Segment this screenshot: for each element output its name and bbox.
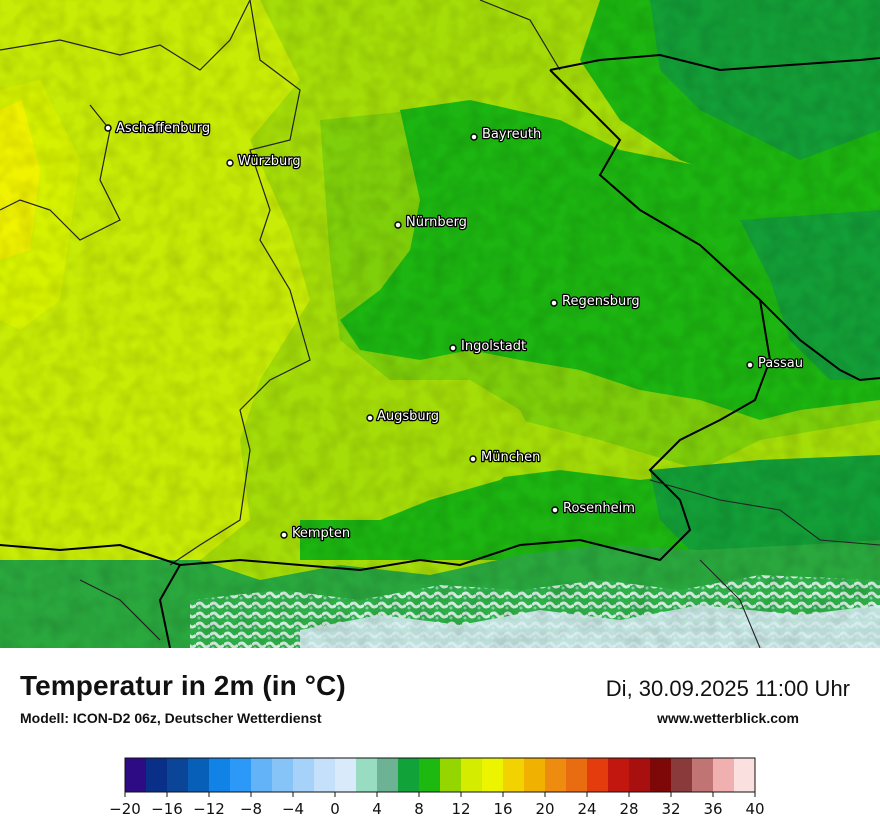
legend-swatch — [671, 758, 693, 792]
legend-ticks: −20 −16 −12 −8 −4 0 4 8 12 16 20 24 28 32 36 40 — [110, 792, 765, 818]
legend-tick-label: 28 — [619, 800, 638, 818]
legend-swatch — [377, 758, 399, 792]
city-passau[interactable]: Passau — [746, 355, 804, 372]
city-label: München — [481, 450, 540, 465]
city-dot — [550, 299, 558, 307]
city-dot — [226, 159, 234, 167]
legend-swatch — [419, 758, 441, 792]
city-regensburg[interactable]: Regensburg — [550, 293, 641, 310]
forecast-datetime: Di, 30.09.2025 11:00 Uhr — [605, 676, 850, 701]
city-label: Nürnberg — [406, 215, 467, 230]
city-augsburg[interactable]: Augsburg — [366, 408, 440, 425]
city-dot — [104, 124, 112, 132]
city-wuerzburg[interactable]: Würzburg — [226, 153, 302, 170]
legend-tick-label: 20 — [535, 800, 554, 818]
city-label: Bayreuth — [482, 127, 541, 142]
city-dot — [280, 531, 288, 539]
legend-tick-label: 32 — [661, 800, 680, 818]
legend-tick-label: −8 — [240, 800, 262, 818]
legend-tick-label: 24 — [577, 800, 596, 818]
legend-swatch — [209, 758, 231, 792]
legend-swatch — [125, 758, 147, 792]
city-muenchen[interactable]: München — [469, 449, 542, 466]
legend-swatch — [650, 758, 672, 792]
legend-swatch — [629, 758, 651, 792]
legend-tick-label: −16 — [151, 800, 183, 818]
legend-swatch — [440, 758, 462, 792]
color-scale-legend: −20 −16 −12 −8 −4 0 4 8 12 16 20 24 28 32 36 40 — [110, 757, 765, 818]
legend-tick-label: 16 — [493, 800, 512, 818]
legend-swatch — [146, 758, 168, 792]
legend-tick-label: 12 — [451, 800, 470, 818]
city-aschaffenburg[interactable]: Aschaffenburg — [104, 120, 211, 137]
city-label: Kempten — [292, 526, 350, 541]
city-nuernberg[interactable]: Nürnberg — [394, 214, 468, 231]
legend-swatch — [461, 758, 483, 792]
legend-frame — [124, 757, 756, 793]
legend-swatch — [503, 758, 525, 792]
legend-tick-label: −20 — [110, 800, 141, 818]
city-dot — [394, 221, 402, 229]
legend-swatch — [314, 758, 336, 792]
legend-tick-label: 36 — [703, 800, 722, 818]
city-dot — [469, 455, 477, 463]
legend-swatch — [335, 758, 357, 792]
city-kempten[interactable]: Kempten — [280, 525, 351, 542]
model-info: Modell: ICON-D2 06z, Deutscher Wetterdie… — [20, 710, 322, 726]
city-dot — [551, 506, 559, 514]
legend-swatch — [398, 758, 420, 792]
legend-swatch — [734, 758, 756, 792]
legend-swatch — [293, 758, 315, 792]
city-bayreuth[interactable]: Bayreuth — [470, 126, 543, 143]
legend-swatch — [524, 758, 546, 792]
legend-tick-label: −12 — [193, 800, 225, 818]
city-label: Passau — [758, 356, 803, 371]
country-borders-thin — [649, 479, 880, 648]
legend-swatch — [272, 758, 294, 792]
legend-swatch — [188, 758, 210, 792]
website-link[interactable]: www.wetterblick.com — [657, 710, 799, 726]
city-dot — [366, 414, 374, 422]
legend-swatch — [230, 758, 252, 792]
city-label: Augsburg — [377, 409, 439, 424]
legend-tick-label: 0 — [330, 800, 340, 818]
legend-swatch — [608, 758, 630, 792]
legend-swatch — [692, 758, 714, 792]
legend-swatch — [713, 758, 735, 792]
state-borders — [0, 0, 561, 641]
texture-overlay — [0, 0, 880, 648]
legend-swatch — [587, 758, 609, 792]
map-footer: Temperatur in 2m (in °C) Modell: ICON-D2… — [0, 648, 880, 830]
legend-tick-label: 40 — [745, 800, 764, 818]
legend-tick-label: −4 — [282, 800, 304, 818]
legend-tick-label: 4 — [372, 800, 382, 818]
country-borders — [0, 53, 880, 648]
city-markers: Aschaffenburg Bayreuth Würzburg Nürnberg… — [104, 120, 804, 542]
legend-swatch — [167, 758, 189, 792]
city-label: Rosenheim — [563, 501, 635, 516]
city-label: Würzburg — [238, 154, 301, 169]
legend-swatch — [482, 758, 504, 792]
city-label: Ingolstadt — [461, 339, 526, 354]
legend-swatch — [356, 758, 378, 792]
legend-swatch — [545, 758, 567, 792]
legend-swatches — [124, 757, 756, 793]
legend-swatch — [566, 758, 588, 792]
city-rosenheim[interactable]: Rosenheim — [551, 500, 636, 517]
city-label: Regensburg — [562, 294, 640, 309]
city-dot — [470, 133, 478, 141]
legend-swatch — [251, 758, 273, 792]
temperature-map: Aschaffenburg Bayreuth Würzburg Nürnberg… — [0, 0, 880, 648]
map-title: Temperatur in 2m (in °C) — [20, 670, 346, 701]
city-ingolstadt[interactable]: Ingolstadt — [449, 338, 527, 355]
city-dot — [449, 344, 457, 352]
city-label: Aschaffenburg — [116, 121, 210, 136]
city-dot — [746, 361, 754, 369]
legend-tick-label: 8 — [414, 800, 424, 818]
